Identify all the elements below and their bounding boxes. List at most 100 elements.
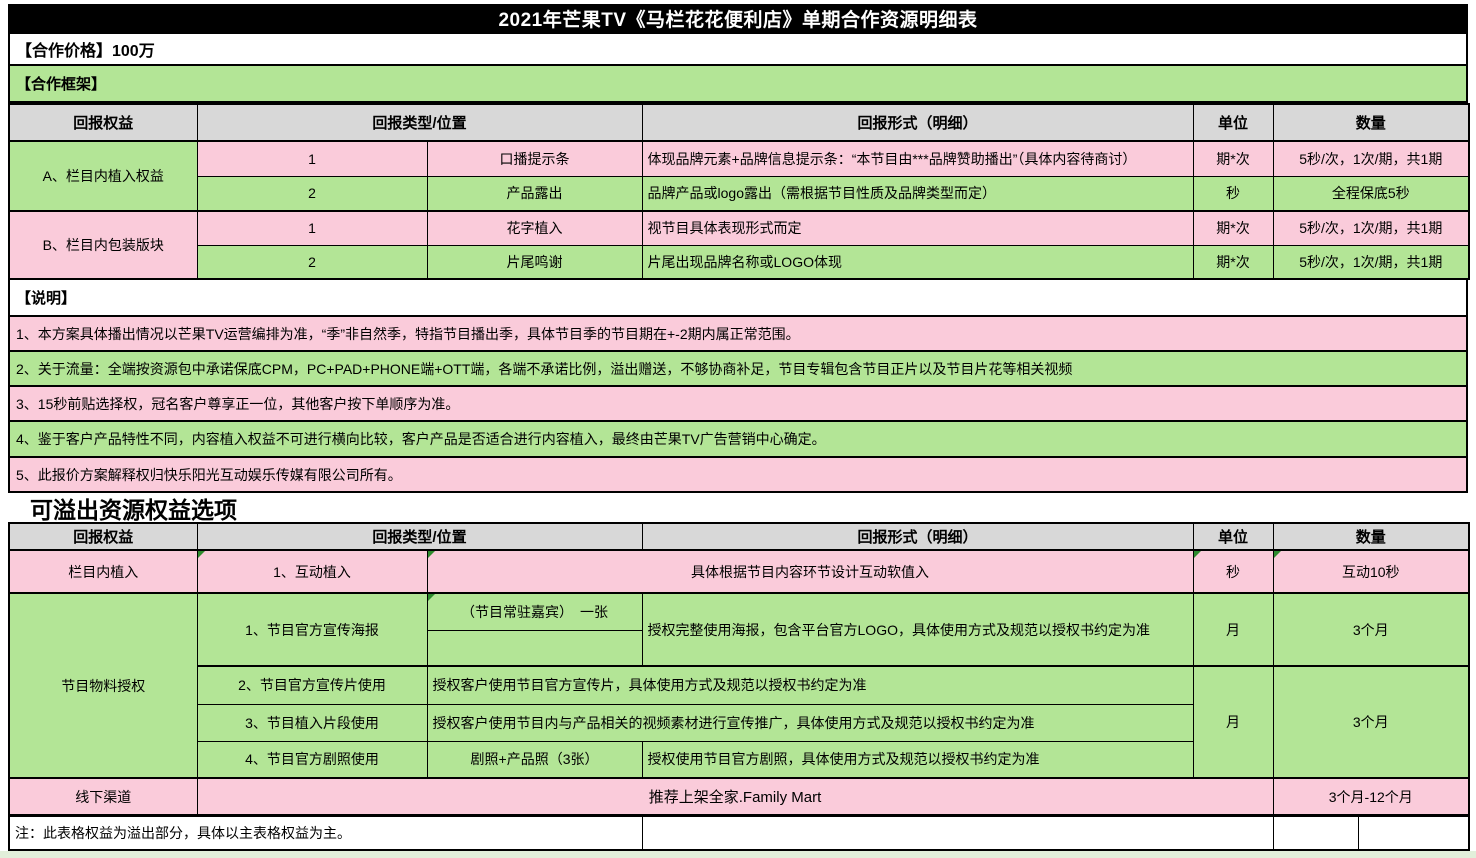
main-table: 回报权益 回报类型/位置 回报形式（明细） 单位 数量 A、栏目内植入权益 1 … [8,103,1471,280]
cell-unit: 期*次 [1192,140,1274,177]
table-row: 4、节目官方剧照使用 剧照+产品照（3张） 授权使用节目官方剧照，具体使用方式及… [9,740,1469,779]
note-text: 4、鉴于客户产品特性不同，内容植入权益不可进行横向比较，客户产品是否适合进行内容… [16,431,826,447]
table-row [9,629,1469,667]
cell-type: 2、节目官方宣传片使用 [196,665,428,705]
cell-qty: 3个月 [1272,665,1470,779]
table-row: A、栏目内植入权益 1 口播提示条 体现品牌元素+品牌信息提示条：“本节目由**… [8,140,1470,212]
cell-type: 产品露出 [426,175,643,212]
price-row: 【合作价格】100万 [8,32,1468,66]
cell-type: 1、节目官方宣传海报 [196,592,428,667]
price-label: 【合作价格】100万 [16,43,155,60]
cell-type-text: 1、互动植入 [273,563,351,580]
cell-divider [1357,817,1359,849]
header-rights: 回报权益 [8,522,198,551]
document-title-bar: 2021年芒果TV《马栏花花便利店》单期合作资源明细表 [8,4,1468,32]
cell-unit-text: 秒 [1226,563,1241,580]
cell-subcell: （节目常驻嘉宾） 一张 [426,592,643,631]
group-a-label: A、栏目内植入权益 [8,140,198,212]
header-detail: 回报形式（明细） [641,522,1194,551]
cell-subcell: 剧照+产品照（3张） [426,740,643,779]
note-text: 1、本方案具体播出情况以芒果TV运营编排为准，“季”非自然季，特指节目播出季，具… [16,325,800,342]
cell-detail: 授权客户使用节目官方宣传片，具体使用方式及规范以授权书约定为准 [426,665,1194,705]
cell-num: 2 [196,244,428,280]
notes-header-label: 【说明】 [16,290,77,307]
cell-qty: 5秒/次，1次/期，共1期 [1272,140,1470,177]
cell-type: 片尾鸣谢 [426,244,643,280]
note-row: 5、此报价方案解释权归快乐阳光互动娱乐传媒有限公司所有。 [8,458,1468,493]
table-row: 2 产品露出 品牌产品或logo露出（需根据节目性质及品牌类型而定） 秒 全程保… [9,175,1470,212]
note-text: 5、此报价方案解释权归快乐阳光互动娱乐传媒有限公司所有。 [16,466,402,483]
cell-qty: 互动10秒 [1272,549,1470,594]
table-row: 2、节目官方宣传片使用 授权客户使用节目官方宣传片，具体使用方式及规范以授权书约… [9,665,1470,779]
header-detail: 回报形式（明细） [641,103,1194,142]
cell-type: 花字植入 [426,210,643,246]
bottom-strip [0,850,1476,858]
cell-qty: 5秒/次，1次/期，共1期 [1272,210,1470,246]
note-text: 2、关于流量：全端按资源包中承诺保底CPM，PC+PAD+PHONE端+OTT端… [16,360,1073,377]
cell-unit: 期*次 [1192,244,1274,280]
cell-type: 3、节目植入片段使用 [196,703,428,742]
table-row: B、栏目内包装版块 1 花字植入 视节目具体表现形式而定 期*次 5秒/次，1次… [8,210,1470,280]
cell-unit: 月 [1192,665,1274,779]
cell-rights: 栏目内植入 [8,549,198,594]
footnote-row: 注：此表格权益为溢出部分，具体以主表格权益为主。 [8,816,1470,850]
note-row: 2、关于流量：全端按资源包中承诺保底CPM，PC+PAD+PHONE端+OTT端… [8,352,1468,387]
cell-unit: 秒 [1192,175,1274,212]
materials-group-label: 节目物料授权 [8,592,198,779]
note-row: 4、鉴于客户产品特性不同，内容植入权益不可进行横向比较，客户产品是否适合进行内容… [8,422,1468,458]
document-body: 2021年芒果TV《马栏花花便利店》单期合作资源明细表 【合作价格】100万 【… [8,4,1471,851]
footnote-text: 注：此表格权益为溢出部分，具体以主表格权益为主。 [8,816,643,850]
framework-row: 【合作框架】 [8,66,1468,103]
table-row: 栏目内植入 1、互动植入 具体根据节目内容环节设计互动软值入 秒 互动10秒 [8,549,1470,594]
header-qty: 数量 [1272,103,1470,142]
table-row: 3、节目植入片段使用 授权客户使用节目内与产品相关的视频素材进行宣传推广，具体使… [9,703,1469,742]
cell-detail: 片尾出现品牌名称或LOGO体现 [641,244,1194,280]
overflow-section-title: 可溢出资源权益选项 [8,493,1468,523]
cell-num: 1 [196,210,428,246]
cell-subcell-empty [426,629,643,667]
overflow-table-header-row: 回报权益 回报类型/位置 回报形式（明细） 单位 数量 [8,522,1470,551]
cell-detail: 授权客户使用节目内与产品相关的视频素材进行宣传推广，具体使用方式及规范以授权书约… [426,703,1194,742]
cell-unit: 月 [1192,592,1274,667]
cell-detail: 品牌产品或logo露出（需根据节目性质及品牌类型而定） [641,175,1194,212]
header-unit: 单位 [1192,522,1274,551]
offline-detail: 推荐上架全家.Family Mart [196,777,1274,816]
footnote-empty-cell [1272,816,1470,850]
cell-type: 1、互动植入 [196,549,428,594]
cell-qty: 全程保底5秒 [1272,175,1470,212]
header-type: 回报类型/位置 [196,522,643,551]
document-title: 2021年芒果TV《马栏花花便利店》单期合作资源明细表 [498,9,978,31]
offline-rights: 线下渠道 [8,777,198,816]
footnote-empty-cell [641,816,1274,850]
offline-qty: 3个月-12个月 [1272,777,1470,816]
cell-num: 1 [196,140,428,177]
header-qty: 数量 [1272,522,1470,551]
group-b-label: B、栏目内包装版块 [8,210,198,280]
comment-marker-icon [1274,551,1281,558]
table-row: 线下渠道 推荐上架全家.Family Mart 3个月-12个月 [8,777,1470,816]
cell-subcell-text: （节目常驻嘉宾） 一张 [461,603,608,620]
cell-qty-text: 互动10秒 [1341,563,1400,580]
overflow-table: 回报权益 回报类型/位置 回报形式（明细） 单位 数量 栏目内植入 1、互动植入… [8,522,1471,816]
cell-detail: 体现品牌元素+品牌信息提示条：“本节目由***品牌赞助播出”（具体内容待商讨） [641,140,1194,177]
cell-unit: 期*次 [1192,210,1274,246]
table-row: 节目物料授权 1、节目官方宣传海报 （节目常驻嘉宾） 一张 授权完整使用海报，包… [8,592,1470,779]
header-unit: 单位 [1192,103,1274,142]
header-rights: 回报权益 [8,103,198,142]
comment-marker-icon [198,551,205,558]
framework-label: 【合作框架】 [16,76,107,93]
table-row: 2 片尾鸣谢 片尾出现品牌名称或LOGO体现 期*次 5秒/次，1次/期，共1期 [9,244,1470,280]
note-row: 3、15秒前贴选择权，冠名客户尊享正一位，其他客户按下单顺序为准。 [8,387,1468,422]
cell-type: 4、节目官方剧照使用 [196,740,428,779]
comment-marker-icon [1194,551,1201,558]
cell-type: 口播提示条 [426,140,643,177]
main-table-header-row: 回报权益 回报类型/位置 回报形式（明细） 单位 数量 [8,103,1470,142]
footnote-table: 注：此表格权益为溢出部分，具体以主表格权益为主。 [8,816,1470,851]
cell-detail: 授权完整使用海报，包含平台官方LOGO，具体使用方式及规范以授权书约定为准 [641,592,1194,667]
cell-detail: 视节目具体表现形式而定 [641,210,1194,246]
cell-qty: 5秒/次，1次/期，共1期 [1272,244,1470,280]
note-row: 1、本方案具体播出情况以芒果TV运营编排为准，“季”非自然季，特指节目播出季，具… [8,317,1468,352]
cell-detail: 具体根据节目内容环节设计互动软值入 [426,549,1194,594]
cell-detail: 授权使用节目官方剧照，具体使用方式及规范以授权书约定为准 [641,740,1194,779]
